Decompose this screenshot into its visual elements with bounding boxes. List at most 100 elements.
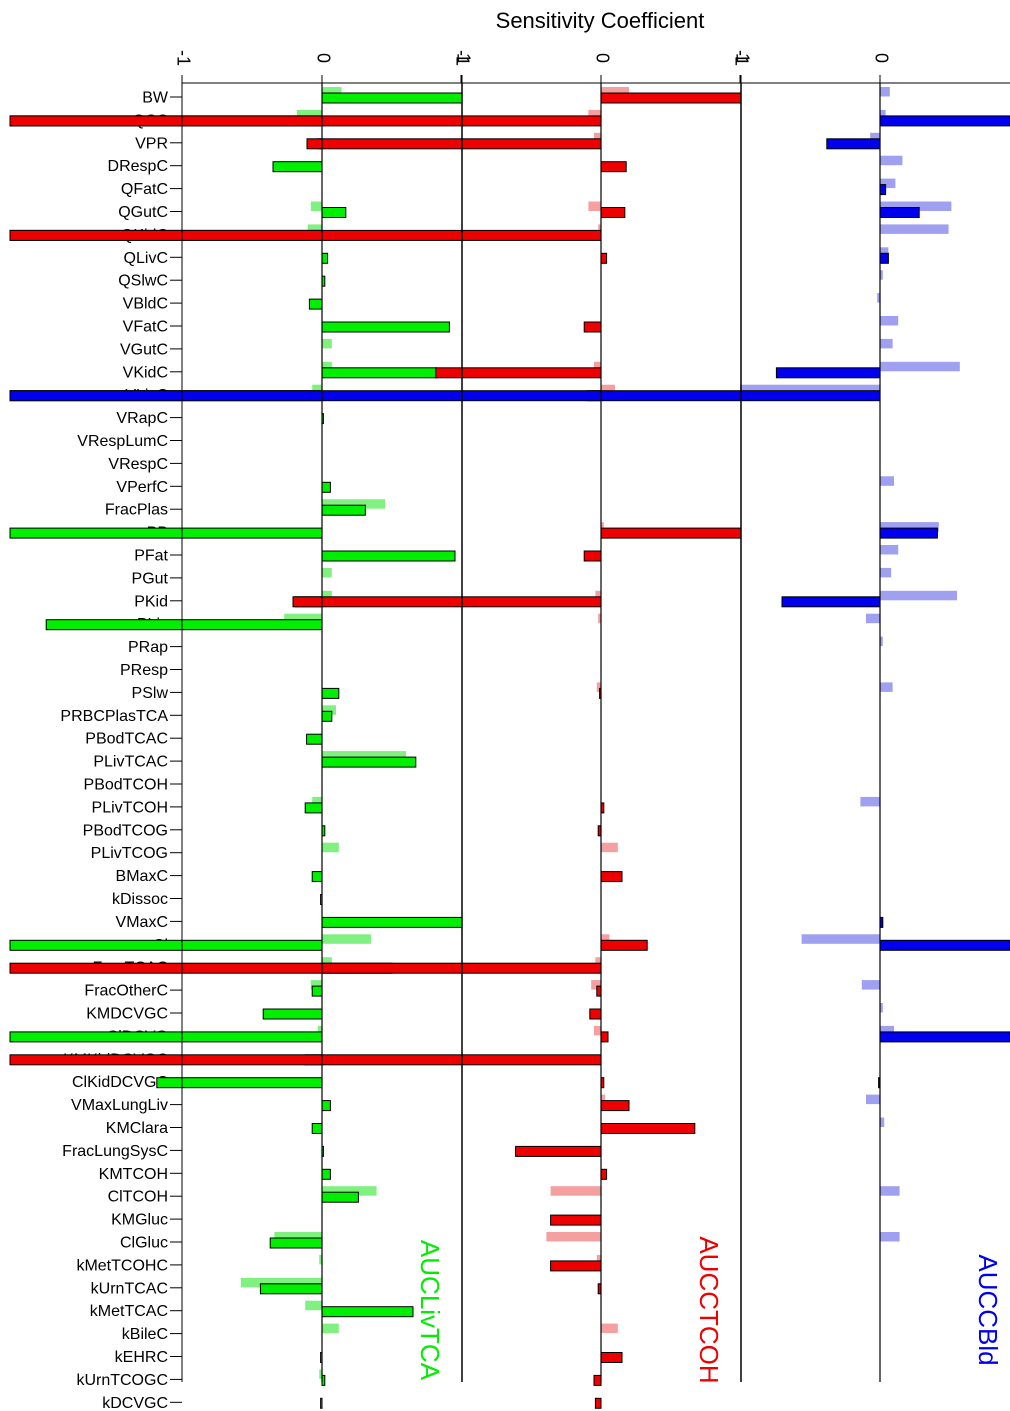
bar-AUCCBld-light [880, 1025, 894, 1036]
bar-AUCLivTCA-light [322, 499, 385, 509]
bar-AUCCTCOH-dark [589, 1008, 602, 1020]
row-label: kEHRC [115, 1349, 168, 1366]
bar-AUCCTCOH-light [601, 842, 618, 853]
bar-AUCLivTCA-light [308, 224, 322, 234]
bar-AUCCTCOH-light [594, 132, 601, 143]
row-label: VFatC [123, 319, 168, 336]
tick-label: 0 [592, 53, 612, 63]
row-label: PLivTCOG [91, 845, 168, 862]
bar-AUCLivTCA-dark [320, 1397, 323, 1409]
tick-label: -1 [731, 50, 751, 66]
row-label: VBldC [123, 296, 168, 313]
bar-AUCLivTCA-light [322, 934, 371, 944]
bar-AUCLivTCA-dark [321, 367, 438, 379]
bar-AUCLivTCA-light [322, 338, 332, 349]
row-label: kMetTCOHC [76, 1257, 168, 1274]
panel-labels: AUCLivTCA AUCCTCOH AUCCBld [415, 1236, 1003, 1383]
bar-AUCCTCOH-dark [292, 596, 602, 608]
bar-AUCLivTCA-dark [321, 252, 329, 264]
bar-AUCCBld-light [740, 384, 880, 395]
bar-AUCCBld-light [866, 1094, 880, 1105]
bar-AUCLivTCA-light [317, 1025, 322, 1036]
row-label: kUrnTCAC [91, 1280, 168, 1297]
bar-AUCCTCOH-light [588, 201, 601, 211]
row-label: BMaxC [116, 868, 168, 885]
bar-AUCLivTCA-dark [308, 298, 323, 310]
row-label: VRespLumC [77, 433, 168, 450]
bar-AUCCBld-dark [879, 527, 938, 539]
bar-AUCLivTCA-dark [311, 985, 323, 997]
bar-AUCLivTCA-light [322, 705, 336, 715]
row-label: PLivTCOH [92, 799, 168, 816]
bar-AUCLivTCA-light [305, 1300, 322, 1311]
bar-AUCCBld-light [880, 682, 893, 692]
bar-AUCLivTCA-light [310, 201, 322, 211]
row-label: FracOtherC [84, 983, 168, 1000]
bar-AUCCTCOH-dark [550, 1260, 602, 1272]
bar-AUCLivTCA-dark [321, 207, 347, 218]
row-label: VMaxLungLiv [71, 1097, 168, 1114]
bar-AUCLivTCA-light [322, 567, 332, 578]
bar-AUCCBld-light [880, 1003, 883, 1013]
panel-label: AUCCTCOH [694, 1236, 724, 1383]
row-label: KMClara [106, 1120, 168, 1137]
row-label: QLivC [124, 250, 168, 267]
tick-label: -1 [173, 50, 193, 66]
tick-label: -1 [452, 50, 472, 66]
bar-AUCLivTCA-dark [321, 710, 333, 722]
bar-AUCLivTCA-light [322, 957, 332, 967]
tick-label: 0 [871, 53, 891, 63]
row-label: VRespC [108, 456, 168, 473]
bar-AUCCTCOH-light [598, 613, 601, 624]
bar-AUCLivTCA-dark [321, 1306, 414, 1318]
row-label: PFat [134, 548, 168, 565]
bar-AUCLivTCA-dark [272, 161, 323, 173]
tick-label: 1 [732, 53, 752, 63]
row-label: VRapC [116, 410, 168, 427]
bar-AUCCTCOH-dark [593, 1374, 602, 1386]
bar-AUCCTCOH-light [546, 1232, 601, 1242]
bar-AUCCBld-light [880, 178, 896, 189]
row-label: PResp [120, 662, 168, 679]
bar-AUCCTCOH-dark [600, 527, 742, 539]
bar-AUCCBld-light [880, 1117, 885, 1127]
bar-AUCCBld-dark [879, 1031, 1010, 1043]
row-label: PKid [134, 593, 168, 610]
bar-AUCLivTCA-light [296, 109, 322, 120]
bar-AUCCTCOH-light [601, 1094, 606, 1105]
bar-AUCCBld-light [880, 224, 949, 234]
bar-AUCLivTCA-dark [321, 481, 331, 493]
bar-AUCLivTCA-dark [321, 756, 417, 768]
bar-AUCLivTCA-light [310, 980, 322, 990]
bar-AUCCTCOH-light [596, 682, 601, 692]
row-label: VGutC [120, 341, 168, 358]
bar-AUCCBld-light [880, 545, 899, 555]
bar-AUCCTCOH-dark [596, 985, 602, 997]
bar-AUCLivTCA-light [240, 1277, 322, 1288]
bar-AUCLivTCA-dark [45, 619, 323, 631]
row-label: VPR [135, 135, 168, 152]
bar-AUCLivTCA-light [284, 613, 322, 624]
bar-AUCCTCOH-light [601, 384, 615, 395]
bar-AUCCTCOH-dark [600, 252, 608, 264]
bar-AUCCTCOH-dark [600, 871, 623, 883]
bar-AUCCTCOH-light [596, 1254, 601, 1265]
row-label: PRap [128, 639, 168, 656]
bar-AUCCTCOH-dark [600, 161, 627, 173]
bar-AUCCTCOH-dark [435, 367, 602, 379]
bar-AUCCTCOH-light [601, 1323, 618, 1334]
bar-AUCLivTCA-light [312, 796, 322, 807]
row-label: kDissoc [112, 891, 168, 908]
bar-AUCCTCOH-dark [9, 115, 602, 127]
row-label: VPerfC [116, 479, 168, 496]
row-label: VKidC [123, 364, 168, 381]
row-label: PGut [132, 570, 169, 587]
row-label: kMetTCAC [90, 1303, 168, 1320]
bar-AUCLivTCA-light [274, 1232, 322, 1242]
row-label: FracPlas [105, 502, 168, 519]
bar-AUCLivTCA-dark [321, 1168, 331, 1180]
bar-AUCCTCOH-dark [594, 1397, 602, 1409]
bar-AUCLivTCA-dark [321, 92, 463, 104]
row-label: kUrnTCOGC [76, 1372, 168, 1389]
row-label: KMGluc [111, 1212, 168, 1229]
